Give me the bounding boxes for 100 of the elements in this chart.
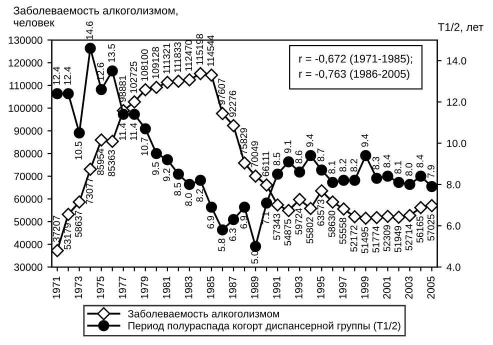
data-label: 52309 bbox=[383, 225, 390, 252]
point bbox=[348, 210, 362, 224]
point bbox=[248, 170, 262, 183]
point bbox=[194, 174, 206, 186]
data-label: 8.1 bbox=[328, 161, 336, 174]
x-tick-label: 1987 bbox=[228, 276, 236, 298]
y-tick-label: 80000 bbox=[14, 150, 42, 158]
point bbox=[106, 134, 119, 148]
point bbox=[381, 210, 394, 223]
y2-tick-label: 8.0 bbox=[446, 180, 460, 188]
data-label: 8.4 bbox=[416, 154, 424, 168]
data-label: 63573 bbox=[317, 200, 324, 226]
data-label: 8.7 bbox=[317, 148, 324, 162]
annotation: r = -0,672 (1971-1985); r = -0,763 (1986-2005) bbox=[299, 54, 412, 80]
point bbox=[94, 133, 108, 147]
data-label: 12.4 bbox=[53, 66, 60, 85]
x-tick-label: 1979 bbox=[140, 276, 148, 298]
data-label: 6.3 bbox=[229, 228, 236, 241]
y-tick-label: 30000 bbox=[14, 264, 42, 271]
data-label: 57343 bbox=[273, 214, 280, 240]
point bbox=[360, 150, 372, 162]
data-label: 9.4 bbox=[306, 134, 314, 147]
point bbox=[118, 108, 129, 120]
point bbox=[370, 211, 384, 224]
data-label: 8.2 bbox=[339, 158, 346, 172]
data-label: 66111 bbox=[262, 152, 270, 176]
point bbox=[84, 162, 97, 176]
point bbox=[305, 150, 316, 162]
point bbox=[160, 76, 174, 90]
point bbox=[128, 108, 140, 120]
point bbox=[184, 178, 196, 190]
y-tick-label: 130000 bbox=[8, 36, 42, 44]
point bbox=[52, 244, 64, 258]
point bbox=[128, 95, 141, 109]
data-label: 9.4 bbox=[361, 134, 368, 147]
point bbox=[62, 88, 74, 100]
point bbox=[316, 164, 328, 176]
y2-tick-label: 6.0 bbox=[446, 222, 460, 230]
data-label: 10.5 bbox=[75, 142, 82, 160]
point bbox=[238, 156, 252, 170]
data-label: 12.4 bbox=[64, 66, 71, 85]
point bbox=[138, 83, 152, 96]
x-tick-label: 1997 bbox=[339, 276, 346, 298]
point bbox=[172, 168, 184, 180]
point bbox=[72, 195, 86, 209]
data-label: 6.9 bbox=[240, 216, 248, 229]
point bbox=[425, 199, 438, 212]
data-label: 14.6 bbox=[86, 21, 93, 40]
data-label: 51774 bbox=[372, 226, 380, 253]
data-label: 70049 bbox=[251, 141, 258, 168]
y-tick-label: 50000 bbox=[14, 218, 42, 226]
point bbox=[403, 208, 416, 222]
point bbox=[172, 74, 186, 88]
point bbox=[327, 176, 338, 188]
data-label: 51495 bbox=[361, 226, 368, 254]
data-label: 58630 bbox=[328, 210, 336, 238]
data-label: 52714 bbox=[405, 224, 412, 250]
x-tick-label: 1989 bbox=[250, 276, 258, 298]
point bbox=[250, 240, 262, 252]
point bbox=[392, 210, 406, 224]
data-label: 112470 bbox=[185, 40, 192, 71]
data-label: 9.2 bbox=[163, 168, 170, 182]
data-label: 59724 bbox=[295, 208, 302, 235]
point bbox=[84, 42, 96, 54]
point bbox=[216, 106, 230, 120]
data-label: 8.0 bbox=[405, 163, 412, 176]
x-tick-label: 1993 bbox=[295, 276, 302, 298]
data-label: 37207 bbox=[53, 216, 60, 242]
data-label: 85954 bbox=[97, 148, 104, 175]
data-label: 8.1 bbox=[394, 161, 402, 174]
point bbox=[74, 127, 85, 138]
data-label: 11.4 bbox=[119, 122, 126, 140]
x-tick-label: 1977 bbox=[118, 276, 126, 298]
legend-label: Период полураспада когорт диспансерной группы (T1/2) bbox=[128, 322, 400, 332]
point bbox=[414, 201, 428, 214]
x-tick-label: 1981 bbox=[162, 276, 170, 298]
data-label: 108100 bbox=[141, 49, 148, 81]
legend-label: Заболеваемость алкоголизмом bbox=[128, 310, 279, 318]
point bbox=[182, 73, 196, 86]
x-tick-label: 2001 bbox=[383, 276, 391, 299]
data-label: 8.5 bbox=[273, 152, 280, 166]
point bbox=[216, 224, 228, 236]
data-label: 57025 bbox=[428, 214, 434, 241]
y-tick-label: 70000 bbox=[14, 172, 42, 180]
point bbox=[260, 178, 274, 192]
point bbox=[415, 170, 426, 182]
y2-tick-label: 12.0 bbox=[447, 98, 466, 106]
y-tick-label: 110000 bbox=[10, 82, 42, 90]
data-label: 51949 bbox=[394, 226, 402, 252]
data-label: 111833 bbox=[174, 42, 182, 72]
y2-tick-label: 4.0 bbox=[446, 264, 460, 271]
data-label: 8.6 bbox=[295, 150, 302, 164]
point bbox=[150, 148, 162, 160]
point bbox=[226, 119, 240, 132]
x-tick-label: 2003 bbox=[405, 276, 413, 299]
point bbox=[338, 174, 350, 186]
data-label: 56165 bbox=[416, 216, 424, 243]
point bbox=[393, 176, 404, 188]
data-label: 13.5 bbox=[108, 44, 115, 62]
point bbox=[359, 212, 372, 225]
